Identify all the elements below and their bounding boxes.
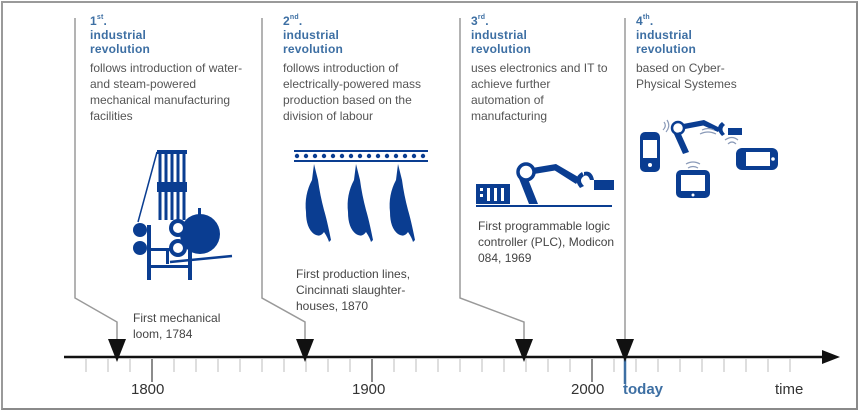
leader-line-2 — [261, 18, 306, 340]
major-ticks — [151, 359, 593, 382]
tick-label-2000: 2000 — [571, 381, 605, 398]
title-line1: industrial — [636, 28, 693, 42]
mechanical-loom-icon — [133, 150, 233, 280]
revolution-4-heading: 4th. industrial revolution — [636, 14, 697, 56]
revolution-1: 1st. industrial revolution follows intro… — [90, 14, 265, 124]
ordinal: 1 — [90, 14, 97, 28]
plc-robot-arm-icon — [476, 162, 614, 207]
slaughterhouse-production-line-icon — [294, 150, 428, 242]
ordinal: 2 — [283, 14, 290, 28]
ordinal: 4 — [636, 14, 643, 28]
marker-1784 — [108, 339, 126, 362]
ordinal-suffix: rd — [477, 14, 486, 21]
revolution-3-heading: 3rd. industrial revolution — [471, 14, 532, 56]
revolution-4: 4th. industrial revolution based on Cybe… — [636, 14, 786, 92]
cyber-physical-devices-icon — [640, 119, 778, 198]
revolution-3-description: uses electronics and IT to achieve furth… — [471, 61, 608, 123]
leader-line-1 — [74, 18, 118, 340]
revolution-4-description: based on Cyber-Physical Systemes — [636, 61, 737, 91]
milestone-1-caption: First mechanical loom, 1784 — [133, 311, 221, 341]
leader-line-3 — [459, 18, 525, 340]
tick-label-1900: 1900 — [352, 381, 386, 398]
title-line2: revolution — [90, 42, 151, 56]
revolution-3: 3rd. industrial revolution uses electron… — [471, 14, 621, 124]
today-label: today — [623, 381, 664, 398]
leader-lines — [74, 18, 626, 340]
marker-1969 — [515, 339, 533, 362]
marker-today — [616, 339, 634, 362]
ordinal-suffix: nd — [289, 14, 299, 21]
time-axis-label: time — [775, 381, 804, 398]
title-line1: industrial — [90, 28, 147, 42]
milestone-markers — [108, 339, 634, 362]
ordinal: 3 — [471, 14, 478, 28]
minor-ticks — [85, 359, 791, 372]
milestone-2-caption: First production lines, Cincinnati slaug… — [296, 267, 411, 313]
revolution-2-heading: 2nd. industrial revolution — [283, 14, 344, 56]
ordinal-suffix: th — [642, 14, 650, 21]
ordinal-suffix: st — [96, 14, 104, 21]
revolution-1-description: follows introduction of water- and steam… — [90, 61, 243, 123]
revolution-1-heading: 1st. industrial revolution — [90, 14, 151, 56]
axis-arrowhead — [822, 350, 840, 364]
milestone-3-caption: First programmable logic controller (PLC… — [478, 219, 615, 265]
revolution-2: 2nd. industrial revolution follows intro… — [283, 14, 453, 124]
title-line1: industrial — [283, 28, 340, 42]
marker-1870 — [296, 339, 314, 362]
title-line1: industrial — [471, 28, 528, 42]
title-line2: revolution — [283, 42, 344, 56]
title-line2: revolution — [636, 42, 697, 56]
tick-label-1800: 1800 — [131, 381, 165, 398]
title-line2: revolution — [471, 42, 532, 56]
revolution-2-description: follows introduction of electrically-pow… — [283, 61, 422, 123]
